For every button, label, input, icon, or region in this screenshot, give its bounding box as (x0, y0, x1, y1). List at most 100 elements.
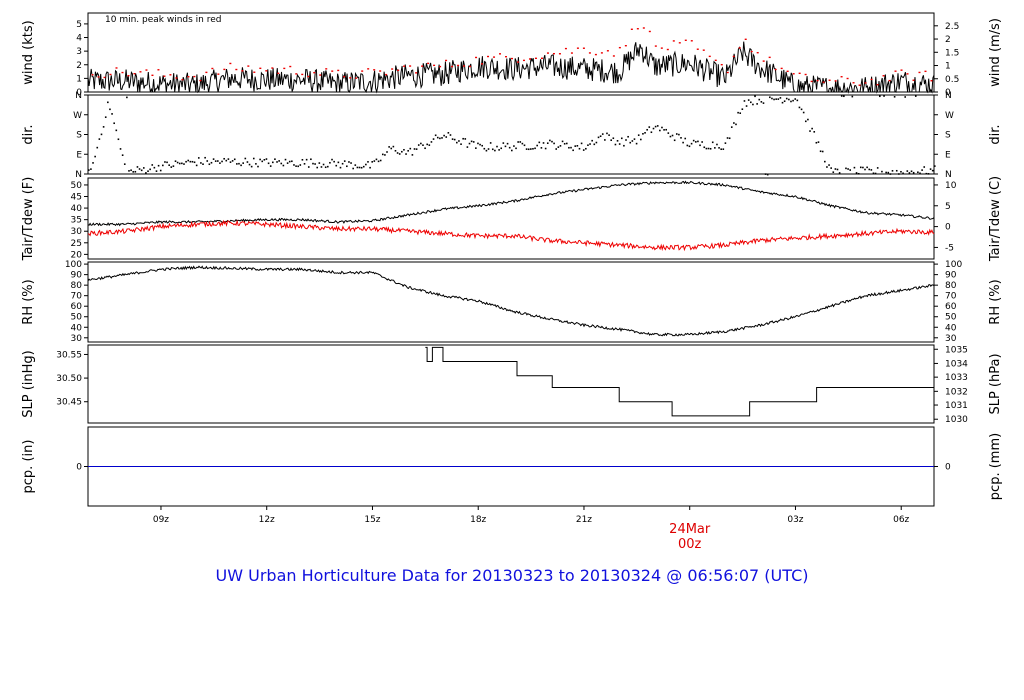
peak-wind-point (756, 52, 759, 54)
peak-wind-point (894, 70, 897, 72)
direction-point (238, 162, 240, 165)
direction-point (212, 158, 215, 160)
peak-wind-point (301, 73, 304, 76)
direction-point (329, 161, 331, 164)
direction-point (117, 138, 120, 141)
direction-point (872, 172, 875, 175)
peak-wind-point (552, 52, 555, 55)
direction-point (563, 142, 566, 145)
direction-point (354, 164, 357, 166)
direction-point (223, 157, 225, 160)
direction-point (804, 120, 807, 123)
direction-point (737, 111, 739, 114)
direction-point (123, 163, 126, 165)
direction-point (381, 153, 384, 156)
peak-wind-point (702, 49, 705, 51)
peak-wind-point (930, 80, 933, 82)
left-tick-label-dir: N (75, 91, 82, 101)
direction-point (866, 166, 868, 169)
direction-point (303, 163, 306, 165)
direction-point (96, 146, 99, 149)
direction-point (718, 147, 720, 149)
direction-point (536, 144, 538, 147)
peak-wind-point (792, 73, 795, 75)
direction-point (464, 138, 467, 140)
peak-wind-point (391, 68, 394, 70)
direction-point (172, 165, 175, 167)
left-axis-label-wind: wind (kts) (21, 20, 36, 84)
direction-point (743, 100, 746, 102)
direction-point (341, 162, 344, 165)
direction-point (642, 132, 644, 135)
direction-point (94, 155, 96, 158)
direction-point (155, 170, 158, 172)
direction-point (475, 147, 477, 149)
peak-wind-point (816, 79, 819, 82)
peak-wind-point (115, 67, 118, 69)
x-tick-label: 21z (576, 515, 592, 525)
peak-wind-point (732, 55, 735, 58)
direction-point (225, 159, 228, 162)
direction-point (934, 165, 936, 167)
series-temp-Tair (87, 180, 935, 227)
direction-point (699, 144, 701, 147)
direction-point (606, 132, 608, 135)
right-tick-label-slp: 1034 (945, 359, 968, 369)
direction-point (420, 142, 422, 145)
left-tick-label-rh: 40 (71, 323, 83, 333)
direction-point (140, 169, 143, 172)
direction-point (587, 144, 589, 147)
direction-point (413, 148, 416, 150)
direction-point (739, 112, 742, 114)
meteogram-chart: wind (kts) wind (m/s)01234500.511.522.510… (21, 12, 1003, 552)
peak-wind-point (457, 64, 460, 67)
direction-point (544, 147, 547, 150)
direction-point (92, 162, 94, 164)
direction-point (392, 145, 395, 148)
direction-point (119, 148, 122, 150)
x-tick-label: 03z (787, 515, 803, 525)
direction-point (838, 172, 841, 174)
direction-point (843, 95, 845, 98)
direction-point (236, 163, 238, 165)
direction-point (466, 146, 469, 148)
direction-point (162, 164, 164, 167)
direction-point (246, 161, 249, 163)
right-tick-label-slp: 1035 (945, 345, 968, 355)
peak-wind-point (313, 71, 316, 74)
direction-point (451, 138, 454, 140)
peak-wind-point (343, 75, 346, 78)
direction-point (250, 165, 253, 168)
direction-point (217, 160, 219, 162)
peak-wind-point (666, 48, 669, 51)
peak-wind-point (403, 65, 406, 67)
right-tick-label-rh: 70 (945, 292, 957, 302)
direction-point (576, 145, 579, 147)
direction-point (794, 98, 797, 100)
left-tick-label-temp: 45 (71, 193, 82, 203)
direction-point (671, 134, 674, 137)
x-tick-label: 18z (470, 515, 486, 525)
direction-point (477, 142, 479, 145)
left-tick-label-wind: 3 (76, 47, 82, 57)
peak-wind-point (499, 53, 502, 55)
direction-point (792, 99, 794, 102)
direction-point (902, 172, 904, 175)
direction-point (675, 133, 678, 135)
direction-point (504, 145, 507, 148)
direction-point (369, 166, 371, 169)
direction-point (591, 139, 593, 142)
direction-point (887, 171, 890, 174)
peak-wind-point (828, 79, 831, 81)
direction-point (496, 145, 498, 148)
direction-point (724, 142, 727, 144)
left-tick-label-dir: W (73, 111, 82, 121)
direction-point (88, 169, 90, 171)
peak-wind-point (331, 70, 334, 72)
left-axis-label-slp: SLP (inHg) (21, 350, 36, 418)
left-tick-label-rh: 50 (71, 313, 83, 323)
direction-point (130, 169, 132, 172)
direction-point (157, 164, 160, 167)
peak-wind-point (864, 82, 867, 84)
x-tick-label: 15z (364, 515, 380, 525)
